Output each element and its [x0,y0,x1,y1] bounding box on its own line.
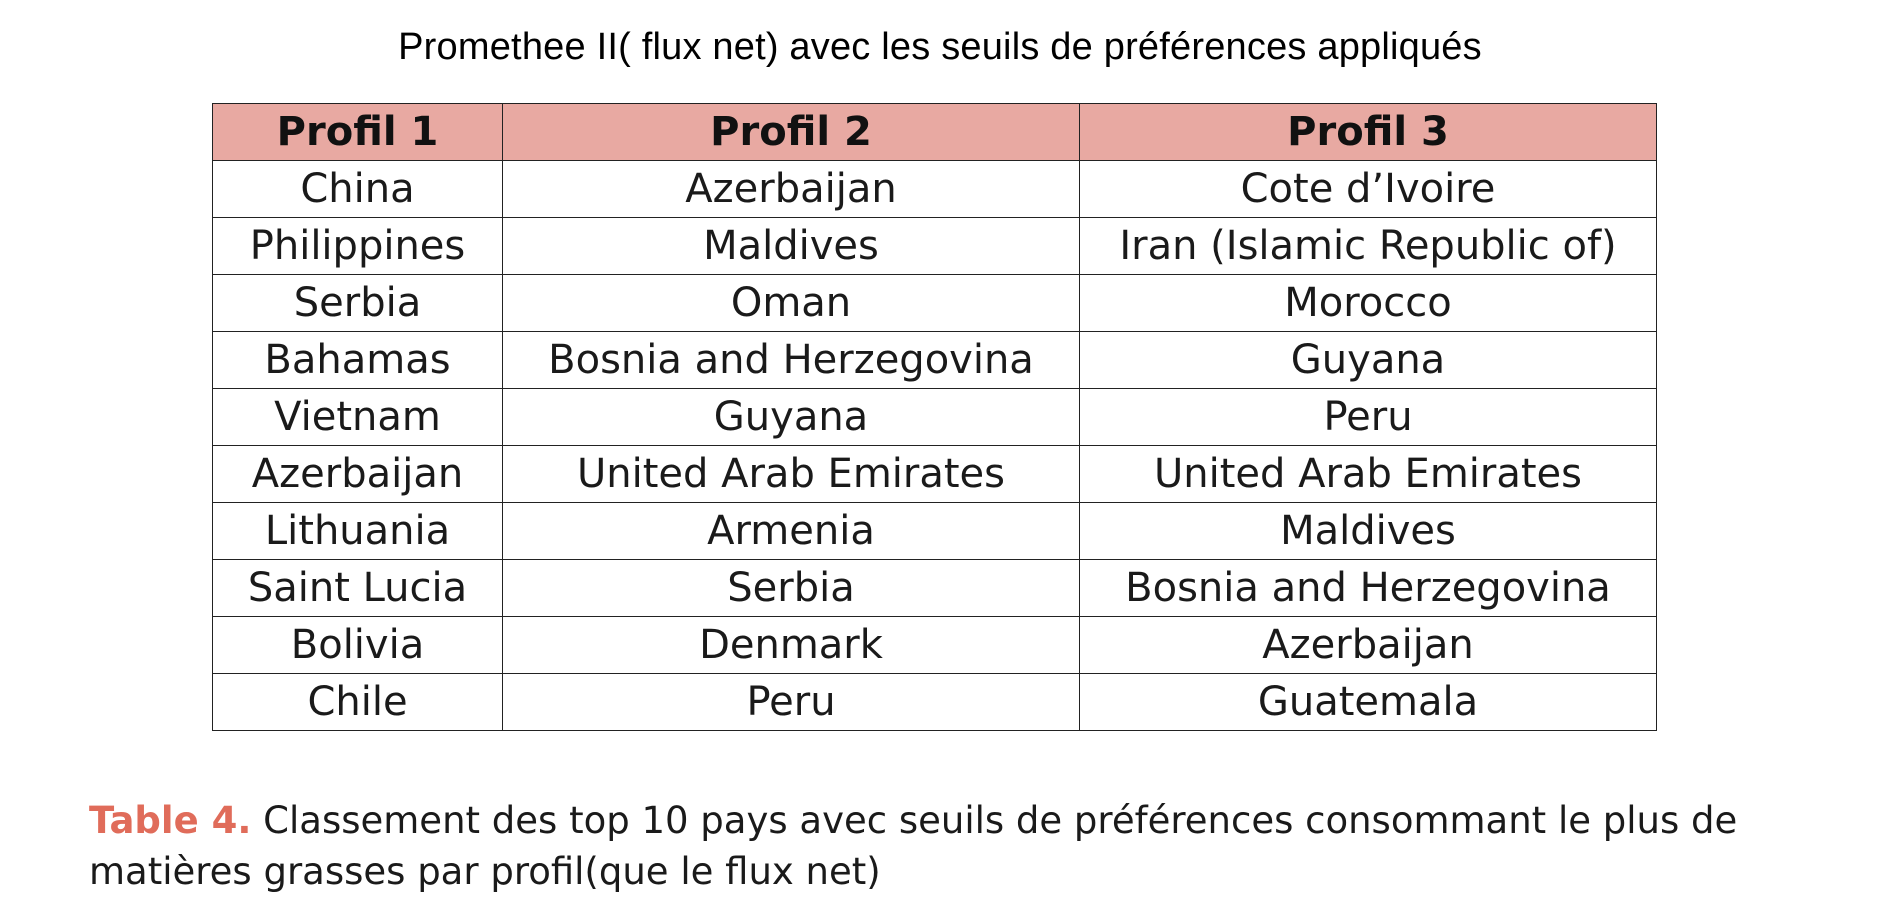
table-cell: Saint Lucia [212,559,503,617]
table-cell: Maldives [1079,502,1657,560]
table-cell: Philippines [212,217,503,275]
table-cell: Azerbaijan [502,160,1080,218]
table-cell: Peru [502,673,1080,731]
table-cell: Peru [1079,388,1657,446]
table-cell: Bosnia and Herzegovina [1079,559,1657,617]
table-cell: Maldives [502,217,1080,275]
header-row: Profil 1 Profil 2 Profil 3 [212,103,1657,161]
ranking-table: Profil 1 Profil 2 Profil 3 China Azerbai… [212,103,1657,731]
table-row: Saint Lucia Serbia Bosnia and Herzegovin… [212,559,1657,617]
table-caption: Table 4. Classement des top 10 pays avec… [89,795,1849,897]
table-cell: United Arab Emirates [1079,445,1657,503]
table-cell: Vietnam [212,388,503,446]
table-cell: Bahamas [212,331,503,389]
table-cell: Bolivia [212,616,503,674]
table-cell: Armenia [502,502,1080,560]
header-profil-2: Profil 2 [502,103,1080,161]
table-cell: Serbia [502,559,1080,617]
table-cell: Cote d’Ivoire [1079,160,1657,218]
header-profil-3: Profil 3 [1079,103,1657,161]
table-cell: Serbia [212,274,503,332]
table-row: Bolivia Denmark Azerbaijan [212,616,1657,674]
table-row: Bahamas Bosnia and Herzegovina Guyana [212,331,1657,389]
table-row: Lithuania Armenia Maldives [212,502,1657,560]
header-profil-1: Profil 1 [212,103,503,161]
table-cell: Iran (Islamic Republic of) [1079,217,1657,275]
table-cell: Lithuania [212,502,503,560]
table-row: Serbia Oman Morocco [212,274,1657,332]
table-cell: Guatemala [1079,673,1657,731]
table-row: Vietnam Guyana Peru [212,388,1657,446]
table-row: Philippines Maldives Iran (Islamic Repub… [212,217,1657,275]
table-cell: China [212,160,503,218]
table-cell: Chile [212,673,503,731]
table-cell: Guyana [502,388,1080,446]
table-cell: Denmark [502,616,1080,674]
table-cell: Azerbaijan [1079,616,1657,674]
table-row: China Azerbaijan Cote d’Ivoire [212,160,1657,218]
table-cell: United Arab Emirates [502,445,1080,503]
table-cell: Oman [502,274,1080,332]
table-cell: Guyana [1079,331,1657,389]
table-row: Azerbaijan United Arab Emirates United A… [212,445,1657,503]
table-cell: Morocco [1079,274,1657,332]
caption-text: Classement des top 10 pays avec seuils d… [89,799,1738,893]
table-cell: Azerbaijan [212,445,503,503]
table-title: Promethee II( flux net) avec les seuils … [398,26,1482,68]
caption-label: Table 4. [89,799,252,842]
table-row: Chile Peru Guatemala [212,673,1657,731]
table-cell: Bosnia and Herzegovina [502,331,1080,389]
